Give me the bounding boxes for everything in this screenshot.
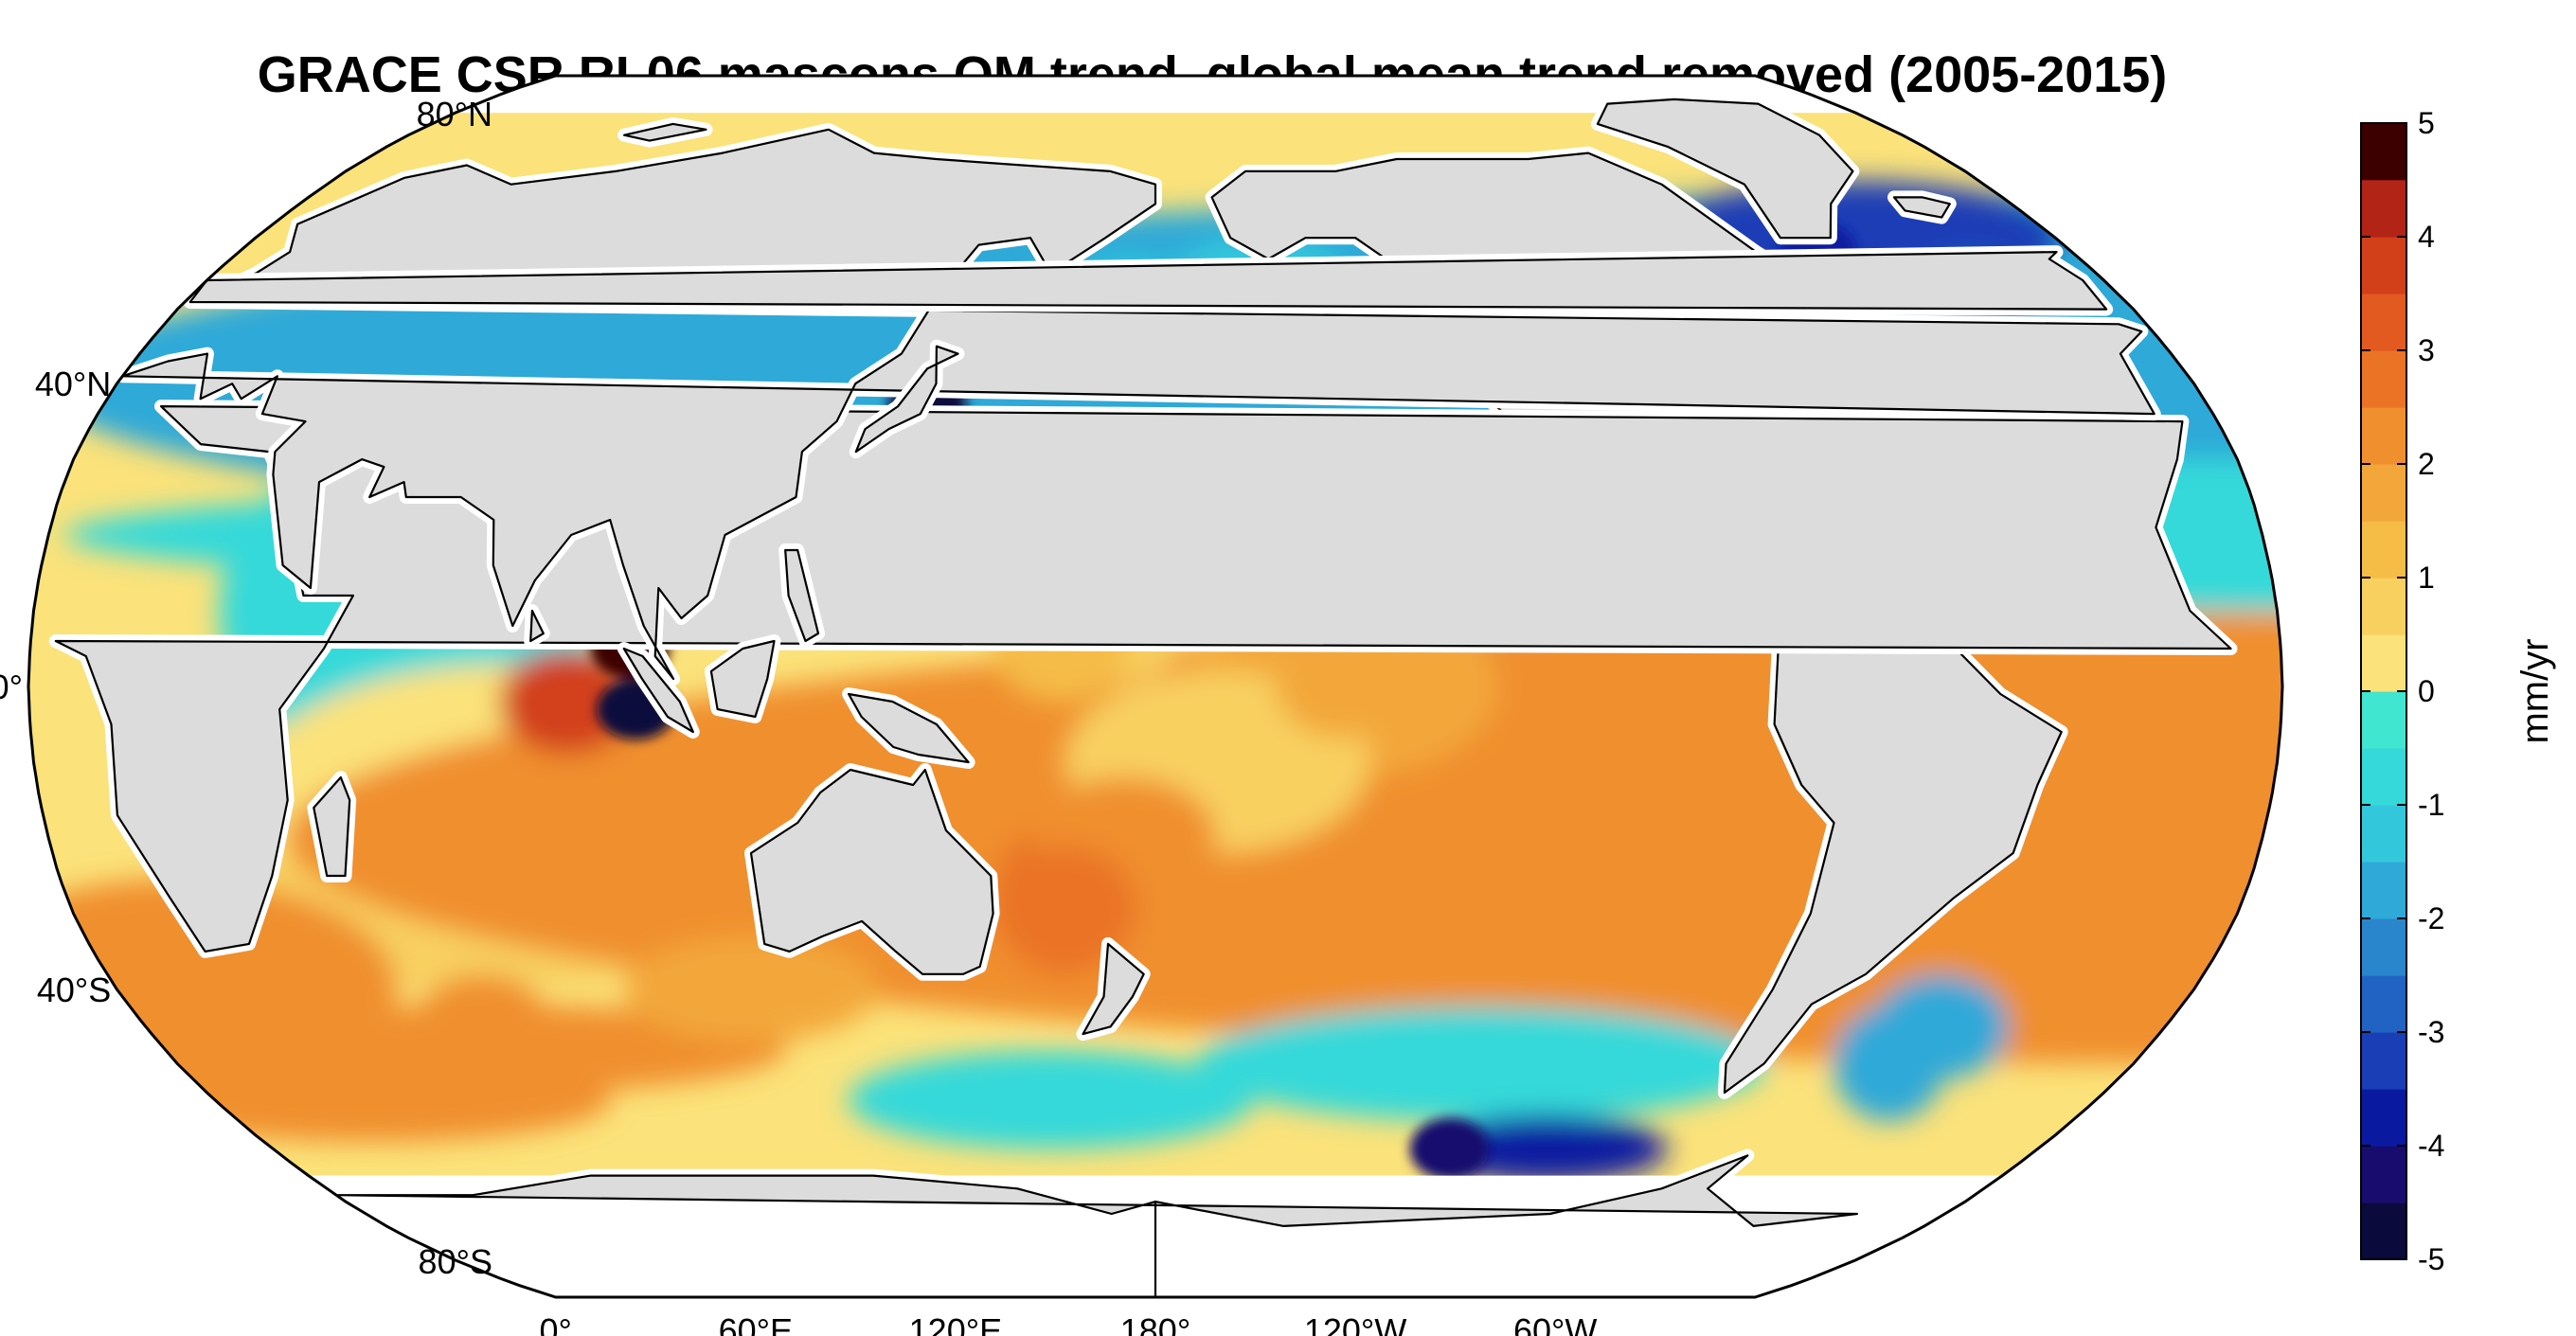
coastline-iceland	[1892, 196, 1951, 219]
colorbar-bin-12	[2361, 521, 2406, 579]
colorbar-bin-3	[2361, 1032, 2406, 1090]
colorbar-label-3: 3	[2418, 333, 2435, 367]
coastline-japan	[854, 345, 959, 454]
lon-label-180: 180°	[1120, 1311, 1190, 1336]
colorbar-label-1: 1	[2418, 561, 2435, 595]
trend-region-17	[848, 1051, 1254, 1149]
trend-region-15	[1196, 1006, 1767, 1121]
lat-label-80n: 80°N	[417, 95, 492, 134]
colorbar-bin-5	[2361, 918, 2406, 976]
trend-region-16	[1427, 1114, 1668, 1176]
colorbar-unit-label: mm/yr	[2514, 638, 2556, 743]
coastline-philippines	[784, 548, 820, 643]
colorbar-bin-16	[2361, 294, 2406, 351]
colorbar-label-minus-1: -1	[2418, 788, 2444, 822]
longitude-labels: 60°E 120°E 180° 120°W 60°W 0°	[539, 1311, 1597, 1336]
latitude-labels: 80°N 40°N 0° 40°S 80°S	[0, 95, 492, 1281]
colorbar-bin-9	[2361, 691, 2406, 749]
lon-label-60e: 60°E	[719, 1311, 793, 1336]
trend-feature-southern-ocean-indian-positive	[414, 974, 550, 1079]
coastline-new-zealand	[1082, 942, 1145, 1036]
trend-feature-tasman-sea-positive	[996, 846, 1133, 951]
trend-feature-southern-ocean-pacific-negative	[1410, 1118, 1490, 1176]
colorbar-ticks	[2361, 122, 2406, 1260]
lat-label-equator: 0°	[0, 668, 23, 706]
map-boundary	[27, 74, 2284, 1299]
lon-label-0: 0°	[539, 1311, 571, 1336]
colorbar-bin-6	[2361, 862, 2406, 919]
colorbar-label-minus-3: -3	[2418, 1015, 2444, 1049]
colorbar-label-2: 2	[2418, 447, 2435, 481]
colorbar-bin-13	[2361, 464, 2406, 522]
colorbar-label-minus-2: -2	[2418, 901, 2444, 935]
colorbar-label-5: 5	[2418, 106, 2435, 140]
colorbar-bin-4	[2361, 975, 2406, 1033]
coastline-svalbard-arctic	[623, 122, 707, 142]
colorbar-bin-1	[2361, 1146, 2406, 1203]
lon-label-120e: 120°E	[909, 1311, 1002, 1336]
trend-feature-south-atlantic-positive	[2133, 786, 2269, 890]
coastline-greenland	[1596, 98, 1854, 240]
coastline-australia	[749, 768, 994, 975]
trend-region-19	[132, 1058, 611, 1142]
lat-label-80s: 80°S	[419, 1242, 492, 1281]
colorbar-label-minus-5: -5	[2418, 1242, 2444, 1276]
lon-label-120w: 120°W	[1304, 1311, 1406, 1336]
colorbar-bin-0	[2361, 1202, 2406, 1260]
colorbar-bins	[2361, 123, 2406, 1260]
colorbar-bin-15	[2361, 350, 2406, 408]
colorbar-label-minus-4: -4	[2418, 1129, 2444, 1163]
coastline-madagascar	[313, 775, 351, 878]
trend-feature-drake-passage-negative	[1873, 974, 2009, 1079]
coastline-sumatra	[622, 647, 694, 734]
lon-label-60w: 60°W	[1513, 1311, 1597, 1336]
trend-feature-indian-ocean-west-positive	[499, 650, 635, 754]
coastline-eurasia	[121, 128, 2156, 681]
coastline-uk	[188, 251, 2108, 311]
colorbar-bin-14	[2361, 407, 2406, 465]
lat-label-40n: 40°N	[35, 365, 111, 403]
trend-region-20	[624, 936, 879, 1042]
colorbar-bin-8	[2361, 748, 2406, 806]
coastline-new-guinea	[848, 692, 970, 764]
trend-feature-central-pacific-positive	[1275, 634, 1411, 739]
colorbar-bin-2	[2361, 1089, 2406, 1147]
land-masses	[48, 92, 2238, 1297]
coastline-south-america	[1723, 601, 2063, 1095]
colorbar-bin-17	[2361, 237, 2406, 294]
colorbar-tick-labels: 5 4 3 2 1 0 -1 -2 -3 -4 -5	[2418, 106, 2444, 1276]
colorbar-label-4: 4	[2418, 220, 2435, 254]
coastline-borneo	[709, 639, 776, 719]
lat-label-40s: 40°S	[37, 971, 111, 1009]
colorbar-label-0: 0	[2418, 674, 2435, 708]
coastline-sri-lanka	[529, 609, 545, 643]
colorbar-bin-10	[2361, 634, 2406, 692]
coastline-africa	[54, 405, 2232, 953]
colorbar-bin-7	[2361, 805, 2406, 863]
colorbar-bin-18	[2361, 180, 2406, 238]
colorbar-bin-11	[2361, 578, 2406, 635]
colorbar-bin-extreme	[2361, 123, 2406, 180]
colorbar: 5 4 3 2 1 0 -1 -2 -3 -4 -5 mm/yr	[2360, 106, 2556, 1276]
